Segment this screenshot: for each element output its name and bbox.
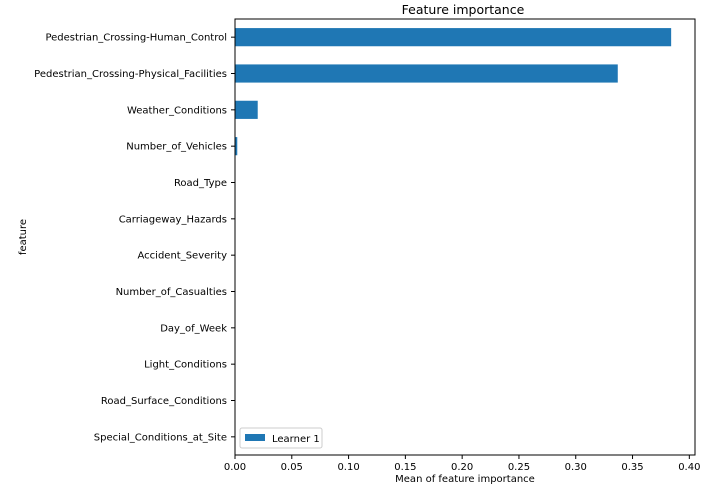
- y-axis-label: feature: [18, 219, 29, 255]
- y-tick-label: Number_of_Casualties: [116, 287, 227, 298]
- legend-label: Learner 1: [272, 434, 320, 445]
- bars-group: [235, 28, 672, 156]
- plot-frame: [234, 18, 696, 456]
- legend: Learner 1: [239, 427, 323, 449]
- y-axis-ticks: Pedestrian_Crossing-Human_Control Pedestr…: [34, 33, 235, 443]
- x-tick-label: 0.25: [508, 462, 530, 473]
- bar-weather-conditions: [235, 100, 258, 119]
- y-tick-label: Weather_Conditions: [127, 105, 227, 116]
- x-tick-label: 0.10: [337, 462, 359, 473]
- x-tick-label: 0.30: [565, 462, 587, 473]
- y-tick-label: Pedestrian_Crossing-Physical_Facilities: [34, 69, 227, 80]
- x-tick-label: 0.40: [678, 462, 700, 473]
- y-tick-label: Road_Surface_Conditions: [101, 396, 227, 407]
- x-tick-label: 0.35: [621, 462, 643, 473]
- legend-swatch: [245, 434, 265, 441]
- x-tick-label: 0.15: [394, 462, 416, 473]
- y-tick-label: Pedestrian_Crossing-Human_Control: [45, 33, 227, 44]
- bar-number-of-vehicles: [235, 137, 238, 156]
- x-tick-label: 0.05: [281, 462, 303, 473]
- y-tick-label: Accident_Severity: [138, 251, 228, 262]
- bar-pedestrian-crossing-human-control: [235, 28, 672, 47]
- x-axis-label: Mean of feature importance: [395, 474, 535, 485]
- y-tick-label: Day_of_Week: [160, 323, 227, 334]
- y-tick-label: Carriageway_Hazards: [119, 214, 227, 225]
- x-tick-label: 0.00: [224, 462, 246, 473]
- chart-title: Feature importance: [402, 2, 525, 17]
- y-tick-label: Road_Type: [174, 178, 227, 189]
- y-tick-label: Number_of_Vehicles: [126, 142, 227, 153]
- y-tick-label: Light_Conditions: [144, 360, 227, 371]
- x-tick-label: 0.20: [451, 462, 473, 473]
- bar-pedestrian-crossing-physical-facilities: [235, 64, 618, 83]
- x-axis-ticks: 0.00 0.05 0.10 0.15 0.20 0.25 0.30 0.35 0.40: [224, 455, 700, 473]
- legend-box: [239, 427, 323, 449]
- y-tick-label: Special_Conditions_at_Site: [94, 432, 227, 443]
